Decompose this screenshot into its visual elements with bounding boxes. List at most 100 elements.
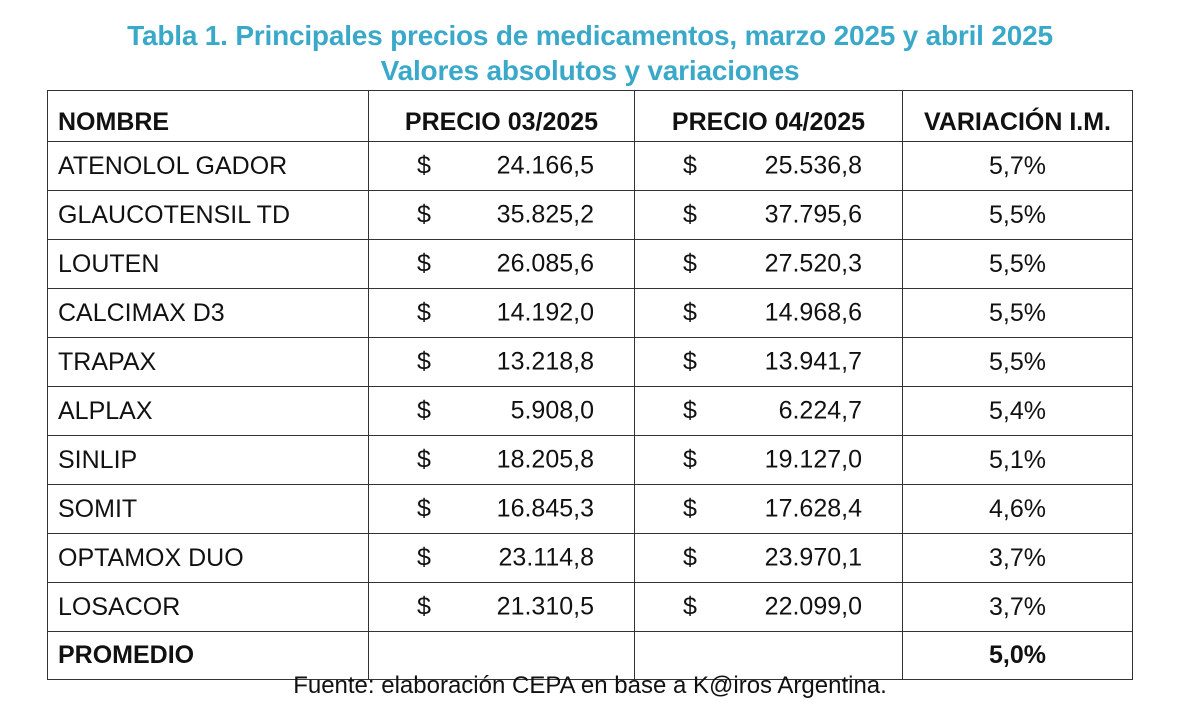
currency-symbol: $ [683, 347, 697, 376]
currency-symbol: $ [683, 592, 697, 621]
currency-symbol: $ [417, 494, 431, 523]
currency-symbol: $ [683, 396, 697, 425]
variation-value: 5,5% [902, 190, 1133, 240]
variation-value: 5,4% [902, 386, 1133, 436]
price-april-cell: $22.099,0 [634, 582, 903, 632]
table-row: SINLIP $18.205,8 $19.127,0 5,1% [47, 435, 1133, 485]
price-april-value: 37.795,6 [764, 200, 862, 229]
price-march-value: 35.825,2 [496, 200, 594, 229]
price-april-value: 23.970,1 [764, 543, 862, 572]
header-price-april: PRECIO 04/2025 [634, 90, 903, 142]
header-price-march: PRECIO 03/2025 [368, 90, 635, 142]
price-march-value: 5.908,0 [510, 396, 594, 425]
source-note: Fuente: elaboración CEPA en base a K@iro… [293, 672, 887, 699]
price-march-cell: $26.085,6 [368, 239, 635, 289]
medicine-name: SINLIP [47, 435, 369, 485]
price-march-cell: $21.310,5 [368, 582, 635, 632]
currency-symbol: $ [417, 298, 431, 327]
variation-value: 4,6% [902, 484, 1133, 534]
price-april-cell: $27.520,3 [634, 239, 903, 289]
header-variation: VARIACIÓN I.M. [902, 90, 1133, 142]
price-april-value: 22.099,0 [764, 592, 862, 621]
price-march-cell: $35.825,2 [368, 190, 635, 240]
currency-symbol: $ [417, 151, 431, 180]
table-row: ATENOLOL GADOR $24.166,5 $25.536,8 5,7% [47, 141, 1133, 191]
table-row: LOSACOR $21.310,5 $22.099,0 3,7% [47, 582, 1133, 632]
price-april-value: 19.127,0 [764, 445, 862, 474]
medicine-name: TRAPAX [47, 337, 369, 387]
price-april-value: 27.520,3 [764, 249, 862, 278]
table-body: ATENOLOL GADOR $24.166,5 $25.536,8 5,7% GLAU… [47, 141, 1133, 632]
table-header-row: NOMBRE PRECIO 03/2025 PRECIO 04/2025 VAR… [47, 90, 1133, 142]
price-march-cell: $14.192,0 [368, 288, 635, 338]
price-april-cell: $6.224,7 [634, 386, 903, 436]
table-row: OPTAMOX DUO $23.114,8 $23.970,1 3,7% [47, 533, 1133, 583]
price-march-value: 16.845,3 [496, 494, 594, 523]
currency-symbol: $ [417, 445, 431, 474]
currency-symbol: $ [417, 543, 431, 572]
price-april-cell: $19.127,0 [634, 435, 903, 485]
price-march-value: 14.192,0 [496, 298, 594, 327]
currency-symbol: $ [683, 543, 697, 572]
variation-value: 3,7% [902, 582, 1133, 632]
variation-value: 5,1% [902, 435, 1133, 485]
price-march-cell: $5.908,0 [368, 386, 635, 436]
price-march-value: 23.114,8 [498, 543, 594, 572]
total-empty-cell [634, 631, 903, 680]
price-april-value: 17.628,4 [764, 494, 862, 523]
variation-value: 5,5% [902, 239, 1133, 289]
variation-value: 5,5% [902, 337, 1133, 387]
table-subtitle: Valores absolutos y variaciones [380, 55, 800, 86]
price-april-value: 13.941,7 [764, 347, 862, 376]
total-variation: 5,0% [902, 631, 1133, 680]
price-april-cell: $13.941,7 [634, 337, 903, 387]
price-march-value: 21.310,5 [496, 592, 594, 621]
currency-symbol: $ [683, 249, 697, 278]
price-march-value: 18.205,8 [496, 445, 594, 474]
price-april-cell: $14.968,6 [634, 288, 903, 338]
price-march-value: 26.085,6 [496, 249, 594, 278]
header-name: NOMBRE [47, 90, 369, 142]
price-march-cell: $24.166,5 [368, 141, 635, 191]
currency-symbol: $ [683, 445, 697, 474]
table-row: SOMIT $16.845,3 $17.628,4 4,6% [47, 484, 1133, 534]
price-march-value: 24.166,5 [496, 151, 594, 180]
table-row: CALCIMAX D3 $14.192,0 $14.968,6 5,5% [47, 288, 1133, 338]
medicine-name: ATENOLOL GADOR [47, 141, 369, 191]
variation-value: 5,7% [902, 141, 1133, 191]
currency-symbol: $ [417, 347, 431, 376]
prices-table: NOMBRE PRECIO 03/2025 PRECIO 04/2025 VAR… [47, 90, 1133, 680]
price-april-value: 6.224,7 [778, 396, 862, 425]
currency-symbol: $ [417, 592, 431, 621]
medicine-name: ALPLAX [47, 386, 369, 436]
currency-symbol: $ [417, 396, 431, 425]
total-empty-cell [368, 631, 635, 680]
variation-value: 3,7% [902, 533, 1133, 583]
medicine-name: LOSACOR [47, 582, 369, 632]
currency-symbol: $ [417, 200, 431, 229]
table-row: GLAUCOTENSIL TD $35.825,2 $37.795,6 5,5% [47, 190, 1133, 240]
currency-symbol: $ [683, 494, 697, 523]
price-march-cell: $23.114,8 [368, 533, 635, 583]
price-april-cell: $37.795,6 [634, 190, 903, 240]
currency-symbol: $ [683, 200, 697, 229]
table-row: TRAPAX $13.218,8 $13.941,7 5,5% [47, 337, 1133, 387]
currency-symbol: $ [683, 298, 697, 327]
medicine-name: OPTAMOX DUO [47, 533, 369, 583]
medicine-name: CALCIMAX D3 [47, 288, 369, 338]
medicine-name: LOUTEN [47, 239, 369, 289]
medicine-name: GLAUCOTENSIL TD [47, 190, 369, 240]
price-march-value: 13.218,8 [496, 347, 594, 376]
price-march-cell: $16.845,3 [368, 484, 635, 534]
total-row: PROMEDIO 5,0% [47, 631, 1133, 680]
total-label: PROMEDIO [47, 631, 369, 680]
price-april-cell: $23.970,1 [634, 533, 903, 583]
price-april-cell: $17.628,4 [634, 484, 903, 534]
price-april-cell: $25.536,8 [634, 141, 903, 191]
table-row: LOUTEN $26.085,6 $27.520,3 5,5% [47, 239, 1133, 289]
currency-symbol: $ [417, 249, 431, 278]
price-march-cell: $13.218,8 [368, 337, 635, 387]
price-march-cell: $18.205,8 [368, 435, 635, 485]
currency-symbol: $ [683, 151, 697, 180]
table-row: ALPLAX $5.908,0 $6.224,7 5,4% [47, 386, 1133, 436]
